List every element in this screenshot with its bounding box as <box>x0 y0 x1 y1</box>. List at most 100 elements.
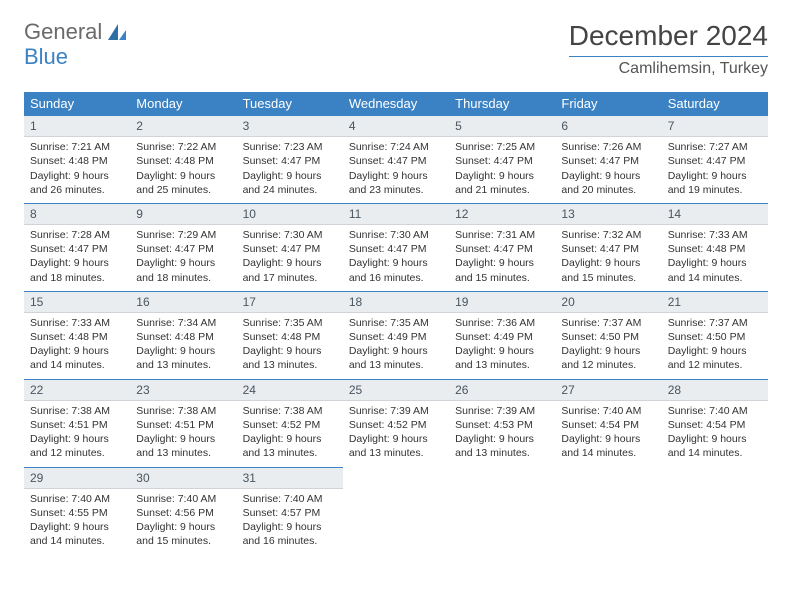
sunrise-text: Sunrise: 7:23 AM <box>243 140 337 154</box>
day-number: 25 <box>343 379 449 401</box>
sunrise-text: Sunrise: 7:39 AM <box>455 404 549 418</box>
daylight-line1: Daylight: 9 hours <box>30 432 124 446</box>
calendar-day-cell <box>662 467 768 555</box>
sunrise-text: Sunrise: 7:38 AM <box>30 404 124 418</box>
daylight-line1: Daylight: 9 hours <box>136 169 230 183</box>
daylight-line2: and 14 minutes. <box>30 358 124 372</box>
weekday-header-row: Sunday Monday Tuesday Wednesday Thursday… <box>24 92 768 115</box>
sunset-text: Sunset: 4:51 PM <box>136 418 230 432</box>
day-number: 15 <box>24 291 130 313</box>
sunset-text: Sunset: 4:47 PM <box>243 242 337 256</box>
sunset-text: Sunset: 4:47 PM <box>561 242 655 256</box>
sunrise-text: Sunrise: 7:36 AM <box>455 316 549 330</box>
day-number: 27 <box>555 379 661 401</box>
calendar-day-cell <box>449 467 555 555</box>
day-number: 31 <box>237 467 343 489</box>
calendar-day-cell: 23Sunrise: 7:38 AMSunset: 4:51 PMDayligh… <box>130 379 236 467</box>
sunset-text: Sunset: 4:48 PM <box>668 242 762 256</box>
day-number: 7 <box>662 115 768 137</box>
day-body: Sunrise: 7:37 AMSunset: 4:50 PMDaylight:… <box>555 313 661 379</box>
sunrise-text: Sunrise: 7:40 AM <box>243 492 337 506</box>
day-body: Sunrise: 7:35 AMSunset: 4:49 PMDaylight:… <box>343 313 449 379</box>
day-body: Sunrise: 7:40 AMSunset: 4:54 PMDaylight:… <box>555 401 661 467</box>
calendar-day-cell: 28Sunrise: 7:40 AMSunset: 4:54 PMDayligh… <box>662 379 768 467</box>
day-body: Sunrise: 7:21 AMSunset: 4:48 PMDaylight:… <box>24 137 130 203</box>
weekday-header: Monday <box>130 92 236 115</box>
calendar-week-row: 15Sunrise: 7:33 AMSunset: 4:48 PMDayligh… <box>24 291 768 379</box>
day-body: Sunrise: 7:33 AMSunset: 4:48 PMDaylight:… <box>24 313 130 379</box>
day-body: Sunrise: 7:33 AMSunset: 4:48 PMDaylight:… <box>662 225 768 291</box>
daylight-line2: and 13 minutes. <box>243 446 337 460</box>
brand-logo: General Blue <box>24 20 128 70</box>
day-body: Sunrise: 7:35 AMSunset: 4:48 PMDaylight:… <box>237 313 343 379</box>
calendar-day-cell: 14Sunrise: 7:33 AMSunset: 4:48 PMDayligh… <box>662 203 768 291</box>
sunrise-text: Sunrise: 7:37 AM <box>561 316 655 330</box>
calendar-day-cell: 1Sunrise: 7:21 AMSunset: 4:48 PMDaylight… <box>24 115 130 203</box>
day-body: Sunrise: 7:24 AMSunset: 4:47 PMDaylight:… <box>343 137 449 203</box>
day-number: 6 <box>555 115 661 137</box>
daylight-line1: Daylight: 9 hours <box>30 169 124 183</box>
daylight-line1: Daylight: 9 hours <box>243 432 337 446</box>
calendar-day-cell: 16Sunrise: 7:34 AMSunset: 4:48 PMDayligh… <box>130 291 236 379</box>
location: Camlihemsin, Turkey <box>569 56 768 78</box>
calendar-day-cell: 12Sunrise: 7:31 AMSunset: 4:47 PMDayligh… <box>449 203 555 291</box>
daylight-line2: and 15 minutes. <box>561 271 655 285</box>
day-number: 26 <box>449 379 555 401</box>
calendar-day-cell: 30Sunrise: 7:40 AMSunset: 4:56 PMDayligh… <box>130 467 236 555</box>
day-number: 21 <box>662 291 768 313</box>
calendar-week-row: 22Sunrise: 7:38 AMSunset: 4:51 PMDayligh… <box>24 379 768 467</box>
daylight-line1: Daylight: 9 hours <box>243 169 337 183</box>
calendar-day-cell: 8Sunrise: 7:28 AMSunset: 4:47 PMDaylight… <box>24 203 130 291</box>
sunrise-text: Sunrise: 7:40 AM <box>136 492 230 506</box>
sunset-text: Sunset: 4:51 PM <box>30 418 124 432</box>
daylight-line2: and 15 minutes. <box>136 534 230 548</box>
header: General Blue December 2024 Camlihemsin, … <box>24 20 768 78</box>
calendar-day-cell: 15Sunrise: 7:33 AMSunset: 4:48 PMDayligh… <box>24 291 130 379</box>
weekday-header: Tuesday <box>237 92 343 115</box>
daylight-line1: Daylight: 9 hours <box>455 344 549 358</box>
sunrise-text: Sunrise: 7:30 AM <box>243 228 337 242</box>
sunset-text: Sunset: 4:50 PM <box>561 330 655 344</box>
daylight-line2: and 19 minutes. <box>668 183 762 197</box>
day-body: Sunrise: 7:40 AMSunset: 4:56 PMDaylight:… <box>130 489 236 555</box>
daylight-line2: and 13 minutes. <box>349 446 443 460</box>
calendar-week-row: 8Sunrise: 7:28 AMSunset: 4:47 PMDaylight… <box>24 203 768 291</box>
sunrise-text: Sunrise: 7:40 AM <box>30 492 124 506</box>
day-body: Sunrise: 7:27 AMSunset: 4:47 PMDaylight:… <box>662 137 768 203</box>
daylight-line1: Daylight: 9 hours <box>136 256 230 270</box>
day-number: 2 <box>130 115 236 137</box>
sail-icon <box>106 22 128 49</box>
daylight-line2: and 14 minutes. <box>668 446 762 460</box>
day-number: 24 <box>237 379 343 401</box>
day-body: Sunrise: 7:34 AMSunset: 4:48 PMDaylight:… <box>130 313 236 379</box>
daylight-line2: and 16 minutes. <box>349 271 443 285</box>
daylight-line1: Daylight: 9 hours <box>349 169 443 183</box>
day-body: Sunrise: 7:40 AMSunset: 4:54 PMDaylight:… <box>662 401 768 467</box>
daylight-line2: and 17 minutes. <box>243 271 337 285</box>
sunset-text: Sunset: 4:48 PM <box>243 330 337 344</box>
sunset-text: Sunset: 4:47 PM <box>561 154 655 168</box>
weekday-header: Friday <box>555 92 661 115</box>
calendar-day-cell: 11Sunrise: 7:30 AMSunset: 4:47 PMDayligh… <box>343 203 449 291</box>
day-number: 13 <box>555 203 661 225</box>
daylight-line1: Daylight: 9 hours <box>243 344 337 358</box>
sunrise-text: Sunrise: 7:38 AM <box>136 404 230 418</box>
day-number: 28 <box>662 379 768 401</box>
sunset-text: Sunset: 4:47 PM <box>455 154 549 168</box>
sunrise-text: Sunrise: 7:40 AM <box>561 404 655 418</box>
title-block: December 2024 Camlihemsin, Turkey <box>569 20 768 78</box>
calendar-day-cell <box>343 467 449 555</box>
day-body: Sunrise: 7:26 AMSunset: 4:47 PMDaylight:… <box>555 137 661 203</box>
sunset-text: Sunset: 4:48 PM <box>136 330 230 344</box>
sunset-text: Sunset: 4:48 PM <box>136 154 230 168</box>
sunrise-text: Sunrise: 7:35 AM <box>349 316 443 330</box>
calendar-day-cell: 21Sunrise: 7:37 AMSunset: 4:50 PMDayligh… <box>662 291 768 379</box>
day-body: Sunrise: 7:32 AMSunset: 4:47 PMDaylight:… <box>555 225 661 291</box>
day-body: Sunrise: 7:30 AMSunset: 4:47 PMDaylight:… <box>237 225 343 291</box>
daylight-line2: and 12 minutes. <box>30 446 124 460</box>
sunrise-text: Sunrise: 7:33 AM <box>668 228 762 242</box>
daylight-line1: Daylight: 9 hours <box>455 432 549 446</box>
weekday-header: Thursday <box>449 92 555 115</box>
day-body: Sunrise: 7:36 AMSunset: 4:49 PMDaylight:… <box>449 313 555 379</box>
sunset-text: Sunset: 4:47 PM <box>349 154 443 168</box>
